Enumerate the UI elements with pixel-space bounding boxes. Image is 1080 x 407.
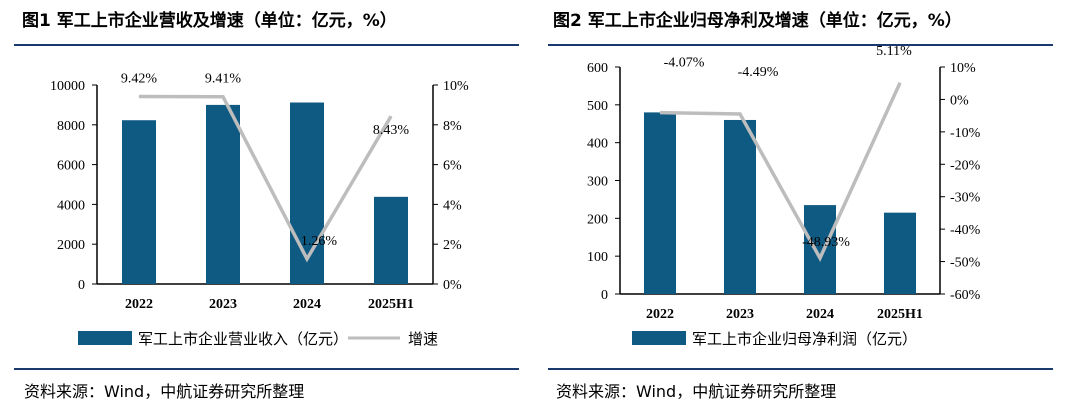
chart2-growth-point bbox=[659, 112, 661, 114]
chart2-right-tick-label: 10% bbox=[950, 61, 976, 76]
chart2-legend-bar-label: 军工上市企业归母净利润（亿元） bbox=[692, 330, 917, 348]
chart1-growth-point bbox=[222, 96, 224, 98]
chart2-growth-label: -4.49% bbox=[738, 65, 779, 80]
chart2-bar-2023 bbox=[724, 119, 756, 294]
chart2-category-label: 2024 bbox=[806, 307, 834, 322]
chart1-left-tick-label: 4000 bbox=[57, 198, 85, 213]
chart1-left-tick-label: 6000 bbox=[57, 159, 85, 174]
chart2-left-tick-label: 600 bbox=[587, 61, 608, 76]
chart2-growth-point bbox=[819, 257, 821, 259]
chart2-right-tick-label: -30% bbox=[950, 191, 981, 206]
chart1-right-tick-label: 8% bbox=[443, 119, 462, 134]
chart2-bottom-rule bbox=[548, 368, 1053, 370]
chart1-growth-label: 9.42% bbox=[121, 72, 158, 87]
chart1-growth-point bbox=[306, 258, 308, 260]
chart2-right-tick-label: -10% bbox=[950, 126, 981, 141]
chart2-left-tick-label: 100 bbox=[587, 250, 608, 265]
chart1-category-label: 2025H1 bbox=[368, 297, 414, 312]
chart1-source: 资料来源：Wind，中航证券研究所整理 bbox=[24, 382, 305, 401]
chart2-title: 图2 军工上市企业归母净利及增速（单位：亿元，%） bbox=[553, 11, 962, 31]
chart2-legend-bar-swatch bbox=[632, 331, 686, 345]
chart2-bar-2024 bbox=[804, 205, 836, 294]
chart2-category-label: 2023 bbox=[726, 307, 754, 322]
chart2-growth-line bbox=[659, 82, 902, 262]
chart1-bar-2024 bbox=[290, 102, 324, 285]
chart1-growth-label: 9.41% bbox=[205, 72, 242, 87]
chart2-bar-2025H1 bbox=[884, 212, 916, 294]
chart1-left-tick-label: 8000 bbox=[57, 119, 85, 134]
chart2-growth-point bbox=[899, 82, 901, 84]
chart2-growth-point bbox=[739, 113, 741, 115]
chart2-source: 资料来源：Wind，中航证券研究所整理 bbox=[556, 382, 837, 401]
chart2-left-tick-label: 200 bbox=[587, 212, 608, 227]
chart2-left-tick-label: 500 bbox=[587, 99, 608, 114]
chart1-category-label: 2022 bbox=[125, 297, 153, 312]
chart2-left-tick-label: 300 bbox=[587, 175, 608, 190]
chart1-legend-bar-label: 军工上市企业营业收入（亿元） bbox=[138, 330, 348, 348]
chart1-category-label: 2024 bbox=[293, 297, 321, 312]
chart1-right-tick-label: 0% bbox=[443, 278, 462, 293]
chart2-right-tick-label: -20% bbox=[950, 158, 981, 173]
chart1-left-tick-label: 0 bbox=[78, 278, 85, 293]
chart2-growth-label: -48.93% bbox=[802, 235, 850, 250]
chart1-growth-line bbox=[138, 94, 393, 263]
chart1-right-tick-label: 6% bbox=[443, 159, 462, 174]
chart1-left-tick-label: 10000 bbox=[50, 79, 85, 94]
chart2-growth-label: 5.11% bbox=[876, 44, 912, 59]
chart2-right-tick-label: -50% bbox=[950, 256, 981, 271]
chart1-bar-2023 bbox=[206, 104, 240, 285]
chart1-right-tick-label: 4% bbox=[443, 198, 462, 213]
chart1-category-label: 2023 bbox=[209, 297, 237, 312]
chart1-bar-2025H1 bbox=[374, 196, 408, 284]
chart1-growth-label: 8.43% bbox=[373, 123, 410, 138]
chart2-right-tick-label: -60% bbox=[950, 288, 981, 303]
chart2-category-label: 2025H1 bbox=[877, 307, 923, 322]
chart2-right-tick-label: -40% bbox=[950, 223, 981, 238]
chart2-svg: 军工上市企业归母净利润（亿元） 0 100 200 300 400 500 600 -60% -… bbox=[587, 44, 981, 348]
chart1-right-tick-label: 10% bbox=[443, 79, 469, 94]
chart1-right-tick-label: 2% bbox=[443, 238, 462, 253]
chart1-svg: 军工上市企业营业收入（亿元） 增速 0 2000 4000 6000 8000 10000… bbox=[50, 72, 469, 348]
chart2-left-tick-label: 400 bbox=[587, 137, 608, 152]
chart1-legend-line-label: 增速 bbox=[408, 330, 438, 348]
chart2-category-label: 2022 bbox=[646, 307, 674, 322]
chart1-growth-label: 1.26% bbox=[301, 234, 338, 249]
chart2-left-tick-label: 0 bbox=[601, 288, 608, 303]
chart1-growth-point bbox=[138, 96, 140, 98]
chart1-growth-point bbox=[390, 115, 392, 117]
chart1-top-rule bbox=[14, 44, 519, 46]
chart2-growth-label: -4.07% bbox=[664, 56, 705, 71]
chart2-top-rule bbox=[548, 44, 1053, 46]
chart1-legend-bar-swatch bbox=[78, 331, 132, 345]
chart2-bar-2022 bbox=[644, 112, 676, 295]
chart1-left-tick-label: 2000 bbox=[57, 238, 85, 253]
chart1-title: 图1 军工上市企业营收及增速（单位：亿元，%） bbox=[22, 11, 397, 31]
chart2-right-tick-label: 0% bbox=[950, 93, 969, 108]
chart1-bottom-rule bbox=[14, 368, 519, 370]
chart1-bar-2022 bbox=[122, 120, 156, 285]
